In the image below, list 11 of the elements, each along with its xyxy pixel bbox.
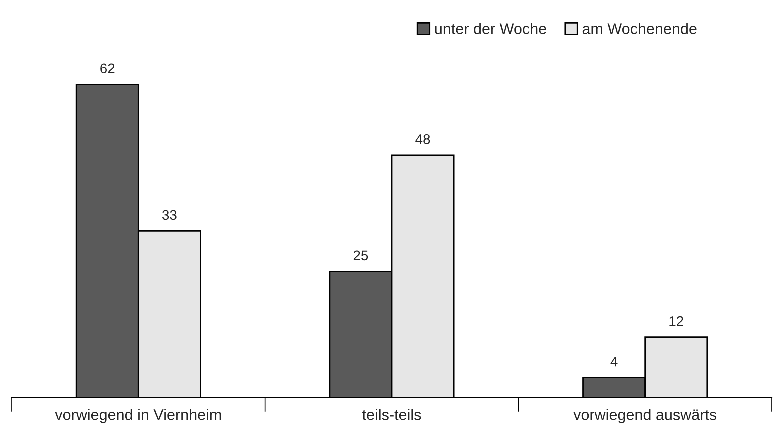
legend-label: unter der Woche: [435, 23, 546, 34]
x-tick-label: vorwiegend in Viernheim: [55, 409, 222, 424]
legend-label: am Wochenende: [582, 23, 697, 34]
data-label: 48: [416, 134, 430, 144]
x-tick-label: teils-teils: [362, 409, 422, 420]
x-tick-label: vorwiegend auswärts: [574, 409, 717, 424]
data-label: 4: [610, 357, 618, 367]
data-label: 62: [100, 64, 115, 74]
data-label: 12: [670, 316, 684, 326]
data-label: 25: [354, 250, 368, 261]
data-label: 33: [162, 210, 177, 220]
